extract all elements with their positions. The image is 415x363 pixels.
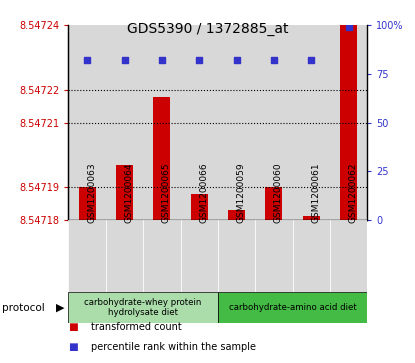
Bar — [143, 220, 181, 292]
Text: ■: ■ — [68, 322, 78, 332]
Text: GSM1200065: GSM1200065 — [162, 163, 171, 223]
Bar — [228, 210, 245, 220]
Text: protocol: protocol — [2, 303, 45, 313]
Point — [84, 57, 90, 63]
Point — [159, 57, 165, 63]
Bar — [116, 164, 133, 220]
Text: GSM1200064: GSM1200064 — [124, 163, 134, 223]
Point — [308, 57, 315, 63]
Text: GDS5390 / 1372885_at: GDS5390 / 1372885_at — [127, 22, 288, 36]
Text: ▶: ▶ — [56, 303, 64, 313]
Bar — [79, 187, 95, 220]
Bar — [330, 25, 367, 220]
Bar — [68, 25, 106, 220]
Bar — [181, 220, 218, 292]
Point — [345, 24, 352, 30]
Bar — [218, 25, 255, 220]
Bar — [266, 187, 282, 220]
Bar — [68, 220, 106, 292]
Bar — [293, 220, 330, 292]
Bar — [218, 292, 367, 323]
Bar — [106, 220, 143, 292]
Bar — [68, 292, 218, 323]
Bar — [255, 25, 293, 220]
Text: GSM1200060: GSM1200060 — [274, 163, 283, 223]
Bar — [330, 220, 367, 292]
Bar — [255, 220, 293, 292]
Bar — [106, 25, 143, 220]
Bar — [293, 25, 330, 220]
Text: GSM1200063: GSM1200063 — [87, 163, 96, 223]
Text: GSM1200066: GSM1200066 — [199, 163, 208, 223]
Text: ■: ■ — [68, 342, 78, 352]
Bar — [154, 97, 170, 220]
Text: GSM1200062: GSM1200062 — [349, 163, 358, 223]
Bar — [340, 25, 357, 220]
Text: GSM1200059: GSM1200059 — [237, 163, 246, 223]
Text: transformed count: transformed count — [91, 322, 182, 332]
Bar — [191, 194, 208, 220]
Point — [196, 57, 203, 63]
Text: GSM1200061: GSM1200061 — [311, 163, 320, 223]
Bar — [303, 216, 320, 220]
Bar — [218, 220, 255, 292]
Text: carbohydrate-amino acid diet: carbohydrate-amino acid diet — [229, 303, 356, 312]
Bar — [143, 25, 181, 220]
Point — [271, 57, 277, 63]
Point — [121, 57, 128, 63]
Text: percentile rank within the sample: percentile rank within the sample — [91, 342, 256, 352]
Bar — [181, 25, 218, 220]
Text: carbohydrate-whey protein
hydrolysate diet: carbohydrate-whey protein hydrolysate di… — [85, 298, 202, 317]
Point — [233, 57, 240, 63]
